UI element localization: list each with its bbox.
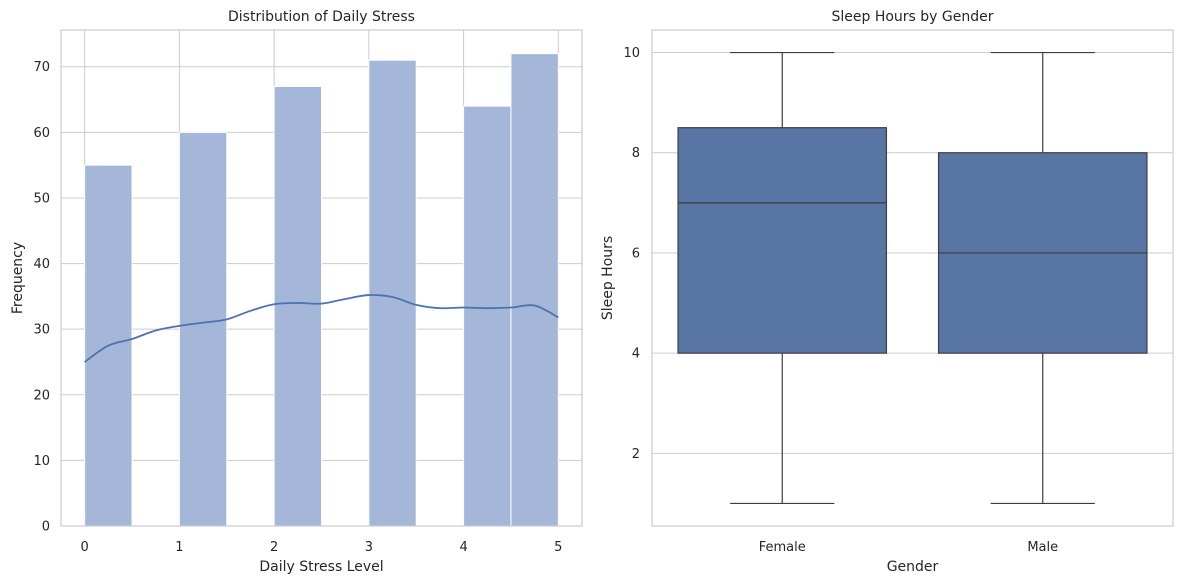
histogram-x-tick-label: 3 [365, 540, 373, 555]
box-female [677, 51, 888, 505]
kde-line [84, 294, 559, 363]
histogram-bars [84, 53, 559, 527]
boxplot-x-tick-label: Female [759, 540, 806, 555]
histogram-y-ticks: 0 10 20 30 40 50 60 70 [33, 60, 50, 534]
boxplot-x-tick-label: Male [1027, 540, 1058, 555]
histogram-bar-4 [463, 105, 512, 527]
histogram-y-tick-label: 60 [33, 126, 50, 141]
histogram-x-tick-label: 2 [270, 540, 278, 555]
histogram-x-tick-label: 0 [81, 540, 89, 555]
histogram-x-tick-label: 1 [175, 540, 183, 555]
histogram-title: Distribution of Daily Stress [228, 9, 415, 25]
histogram-bar-3 [368, 59, 417, 527]
histogram-y-label: Frequency [10, 242, 26, 314]
boxplot-boxes [677, 51, 1148, 505]
histogram-x-tick-label: 5 [554, 540, 562, 555]
boxplot-y-tick-label: 8 [632, 146, 640, 161]
histogram-x-tick-label: 4 [459, 540, 467, 555]
histogram-y-tick-label: 40 [33, 257, 50, 272]
boxplot-y-tick-label: 6 [632, 246, 640, 261]
boxplot-panel: Sleep Hours by Gender Female Male 246810 … [600, 9, 1174, 575]
histogram-y-tick-label: 70 [33, 60, 50, 75]
boxplot-y-ticks: 2 4 6 8 10 [623, 46, 640, 462]
boxplot-frame [651, 29, 1174, 527]
histogram-bar-2 [273, 85, 322, 527]
histogram-x-label: Daily Stress Level [259, 559, 383, 575]
histogram-x-ticks: 0 1 2 3 4 5 [81, 540, 563, 555]
iqr-box [677, 127, 888, 354]
histogram-y-tick-label: 30 [33, 323, 50, 338]
boxplot-x-label: Gender [887, 559, 939, 575]
histogram-y-tick-label: 0 [42, 520, 50, 535]
histogram-bar-1 [178, 131, 228, 527]
histogram-panel: Distribution of Daily Stress 0 1 2 3 4 5 0 10 2… [10, 9, 583, 575]
histogram-frame [60, 29, 583, 527]
boxplot-y-tick-label: 4 [632, 347, 640, 362]
histogram-bar-5 [510, 53, 559, 527]
histogram-y-tick-label: 10 [33, 454, 50, 469]
boxplot-x-ticks: Female Male [759, 540, 1058, 555]
boxplot-y-tick-label: 10 [623, 46, 640, 61]
histogram-y-tick-label: 50 [33, 191, 50, 206]
boxplot-y-label: Sleep Hours [600, 236, 616, 320]
box-male [937, 51, 1148, 505]
boxplot-y-tick-label: 2 [632, 447, 640, 462]
histogram-y-tick-label: 20 [33, 388, 50, 403]
boxplot-title: Sleep Hours by Gender [831, 9, 993, 25]
